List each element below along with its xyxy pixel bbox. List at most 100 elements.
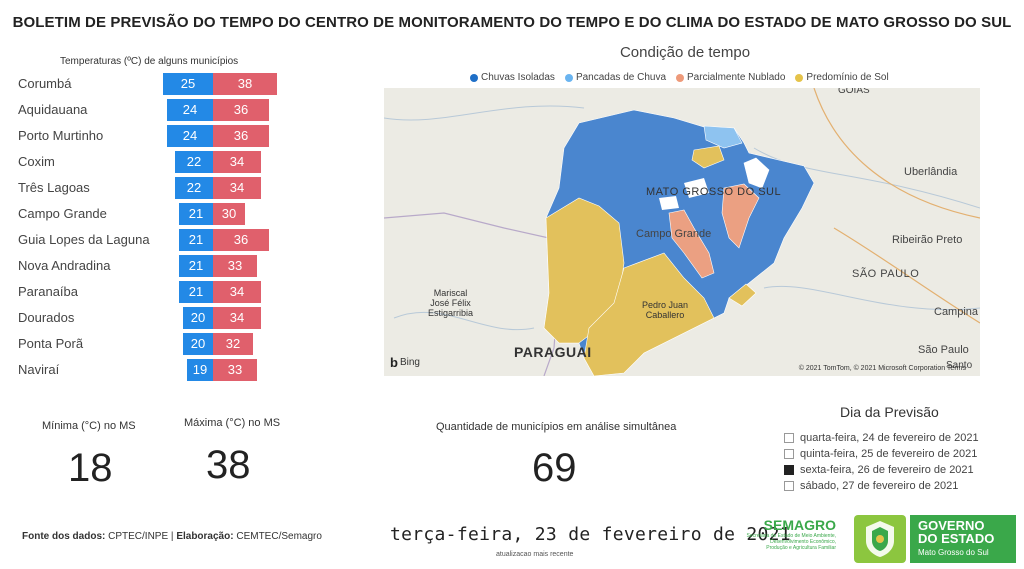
forecast-day-title: Dia da Previsão [840,404,939,420]
city-name: Paranaíba [18,284,78,299]
city-name: Dourados [18,310,75,325]
min-temp-bar[interactable]: 22 [175,177,213,199]
checkbox-icon[interactable] [784,433,794,443]
temperature-row[interactable]: Porto Murtinho 24 36 [18,124,288,150]
forecast-day-option[interactable]: sábado, 27 de fevereiro de 2021 [784,478,979,494]
temperature-row[interactable]: Campo Grande 21 30 [18,202,288,228]
region-parcialmente-nublado-1 [721,183,760,249]
legend-item[interactable]: Chuvas Isoladas [470,72,555,83]
temperature-caption: Temperaturas (ºC) de alguns municípios [60,56,239,67]
min-temp-label: Mínima (°C) no MS [42,420,136,432]
max-temp-value: 38 [206,443,251,487]
checkbox-icon[interactable] [784,481,794,491]
legend-label: Parcialmente Nublado [687,72,786,83]
legend-dot-icon [564,73,573,82]
legend-dot-icon [795,73,804,82]
weather-map[interactable]: Uberlândia Ribeirão Preto SÃO PAULO Camp… [384,88,980,376]
min-temp-bar[interactable]: 20 [183,333,213,355]
city-name: Três Lagoas [18,180,90,195]
label-campo-grande: Campo Grande [636,228,712,240]
max-temp-bar[interactable]: 34 [213,177,261,199]
max-temp-bar[interactable]: 34 [213,151,261,173]
update-date: terça-feira, 23 de fevereiro de 2021 [390,524,791,545]
label-state: MATO GROSSO DO SUL [646,186,782,198]
map-copyright[interactable]: © 2021 TomTom, © 2021 Microsoft Corporat… [798,365,966,372]
label-uberlandia: Uberlândia [904,166,958,178]
label-goias: GOIÁS [838,88,870,96]
forecast-day-option[interactable]: quinta-feira, 25 de fevereiro de 2021 [784,446,979,462]
legend-dot-icon [470,73,478,82]
municipality-count-label: Quantidade de municípios em análise simu… [436,421,677,433]
max-temp-bar[interactable]: 38 [213,73,277,95]
min-temp-bar[interactable]: 21 [179,255,213,277]
legend-dot-icon [676,73,685,82]
max-temp-bar[interactable]: 34 [213,307,261,329]
min-temp-bar[interactable]: 24 [167,99,213,121]
temperature-row[interactable]: Paranaíba 21 34 [18,280,288,306]
bing-logo: b Bing [390,355,420,370]
temperature-row[interactable]: Nova Andradina 21 33 [18,254,288,280]
max-temp-bar[interactable]: 32 [213,333,253,355]
max-temp-bar[interactable]: 36 [213,99,269,121]
max-temp-bar[interactable]: 34 [213,281,261,303]
forecast-day-label: sexta-feira, 26 de fevereiro de 2021 [800,464,974,476]
region-predominio-sol-north [691,145,725,169]
label-campinas: Campina [934,306,979,318]
max-temp-bar[interactable]: 33 [213,359,257,381]
legend-label: Chuvas Isoladas [481,72,555,83]
region-no-data [743,157,770,189]
min-temp-bar[interactable]: 25 [163,73,213,95]
bing-icon: b [390,355,398,370]
municipality-count-value: 69 [532,446,577,490]
max-temp-bar[interactable]: 36 [213,229,269,251]
min-temp-value: 18 [68,446,113,490]
min-temp-bar[interactable]: 22 [175,151,213,173]
min-temp-bar[interactable]: 24 [167,125,213,147]
temperature-row[interactable]: Dourados 20 34 [18,306,288,332]
max-temp-bar[interactable]: 30 [213,203,245,225]
city-name: Corumbá [18,76,72,91]
forecast-day-label: quarta-feira, 24 de fevereiro de 2021 [800,432,979,444]
city-name: Ponta Porã [18,336,84,351]
temperature-row[interactable]: Naviraí 19 33 [18,358,288,384]
label-sao-paulo-state: SÃO PAULO [852,268,920,280]
region-parcialmente-nublado-2 [668,209,715,279]
forecast-day-option[interactable]: sexta-feira, 26 de fevereiro de 2021 [784,462,979,478]
region-predominio-sol-east [728,283,757,307]
temperature-row[interactable]: Guia Lopes da Laguna 21 36 [18,228,288,254]
label-paraguai: PARAGUAI [514,344,592,360]
label-pedro-juan: Pedro Juan Caballero [642,300,689,320]
temperature-row[interactable]: Três Lagoas 22 34 [18,176,288,202]
min-temp-bar[interactable]: 21 [179,281,213,303]
label-santo: Santo [946,360,973,371]
region-pancadas [703,125,743,149]
legend-item[interactable]: Parcialmente Nublado [676,72,785,83]
forecast-day-label: sábado, 27 de fevereiro de 2021 [800,480,959,492]
max-temp-bar[interactable]: 36 [213,125,269,147]
max-temp-bar[interactable]: 33 [213,255,257,277]
temperature-row[interactable]: Coxim 22 34 [18,150,288,176]
min-temp-bar[interactable]: 21 [179,203,213,225]
data-source: Fonte dos dados: CPTEC/INPE | Elaboração… [22,531,322,542]
legend-label: Predomínio de Sol [806,72,889,83]
min-temp-bar[interactable]: 19 [187,359,213,381]
temperature-row[interactable]: Ponta Porã 20 32 [18,332,288,358]
checkbox-icon[interactable] [784,465,794,475]
forecast-day-option[interactable]: quarta-feira, 24 de fevereiro de 2021 [784,430,979,446]
temperature-table: Corumbá 25 38 Aquidauana 24 36 Porto Murtinho 2… [18,72,288,384]
forecast-day-label: quinta-feira, 25 de fevereiro de 2021 [800,448,978,460]
max-temp-label: Máxima (°C) no MS [184,417,281,429]
label-mariscal: Mariscal José Félix Estigarribia [428,288,474,318]
update-date-caption: atualizacao mais recente [496,551,574,558]
checkbox-icon[interactable] [784,449,794,459]
state-coat-of-arms-icon [854,515,906,563]
min-temp-bar[interactable]: 20 [183,307,213,329]
min-temp-bar[interactable]: 21 [179,229,213,251]
forecast-day-list: quarta-feira, 24 de fevereiro de 2021 qui… [784,430,979,494]
temperature-row[interactable]: Aquidauana 24 36 [18,98,288,124]
temperature-row[interactable]: Corumbá 25 38 [18,72,288,98]
legend-item[interactable]: Predomínio de Sol [795,72,889,83]
legend-item[interactable]: Pancadas de Chuva [564,72,666,83]
city-name: Coxim [18,154,55,169]
label-ribeirao: Ribeirão Preto [892,234,963,246]
